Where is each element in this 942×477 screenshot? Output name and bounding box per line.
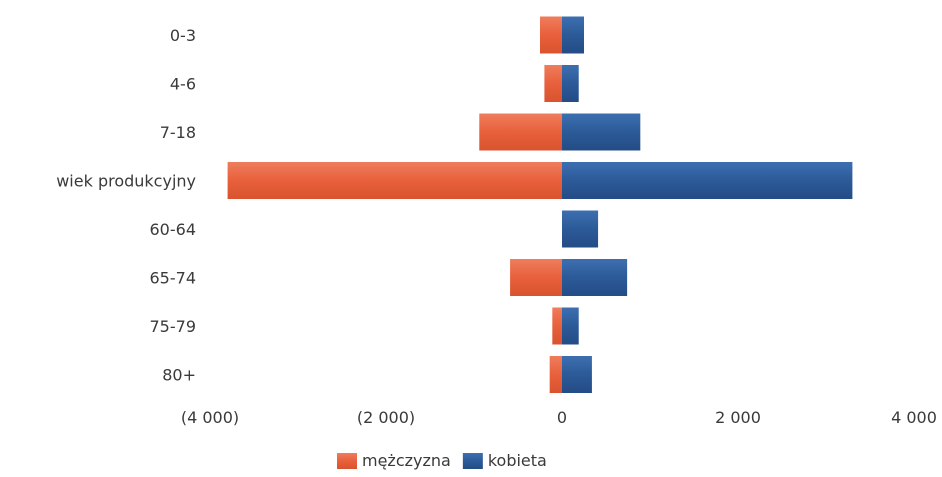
bar-male (544, 65, 562, 102)
category-label: 7-18 (160, 123, 196, 142)
category-label: 4-6 (170, 75, 196, 94)
category-labels: 0-3 4-6 7-18 wiek produkcyjny 60-64 65-74 75-7… (56, 26, 196, 385)
legend-label: kobieta (488, 451, 547, 470)
bar-female (562, 307, 579, 345)
bar-female (562, 356, 592, 393)
bar-female (562, 210, 599, 248)
bar-female (562, 113, 641, 151)
x-tick-label: (2 000) (357, 408, 415, 427)
category-label: 60-64 (150, 220, 197, 239)
category-label: 0-3 (170, 26, 196, 45)
x-tick-label: 0 (557, 408, 567, 427)
bar-male (479, 113, 562, 151)
x-tick-label: 4 000 (891, 408, 937, 427)
category-label: 65-74 (150, 269, 197, 288)
bar-female (562, 16, 584, 54)
legend: mężczyzna kobieta (337, 451, 547, 470)
bar-male (552, 307, 562, 345)
category-label: 80+ (162, 366, 196, 385)
bar-female (562, 259, 628, 296)
bar-female (562, 65, 579, 102)
bar-male (510, 259, 562, 296)
bars (227, 16, 853, 393)
x-tick-label: (4 000) (181, 408, 239, 427)
bar-male (549, 356, 562, 393)
x-tick-label: 2 000 (715, 408, 761, 427)
bar-male (540, 16, 562, 54)
legend-swatch (462, 453, 483, 469)
bar-female (562, 162, 853, 199)
x-axis-tick-labels: (4 000) (2 000) 0 2 000 4 000 (181, 408, 937, 427)
legend-label: mężczyzna (362, 451, 451, 470)
category-label: wiek produkcyjny (56, 172, 196, 191)
category-label: 75-79 (150, 317, 197, 336)
bar-male (227, 162, 562, 199)
legend-swatch (337, 453, 357, 469)
